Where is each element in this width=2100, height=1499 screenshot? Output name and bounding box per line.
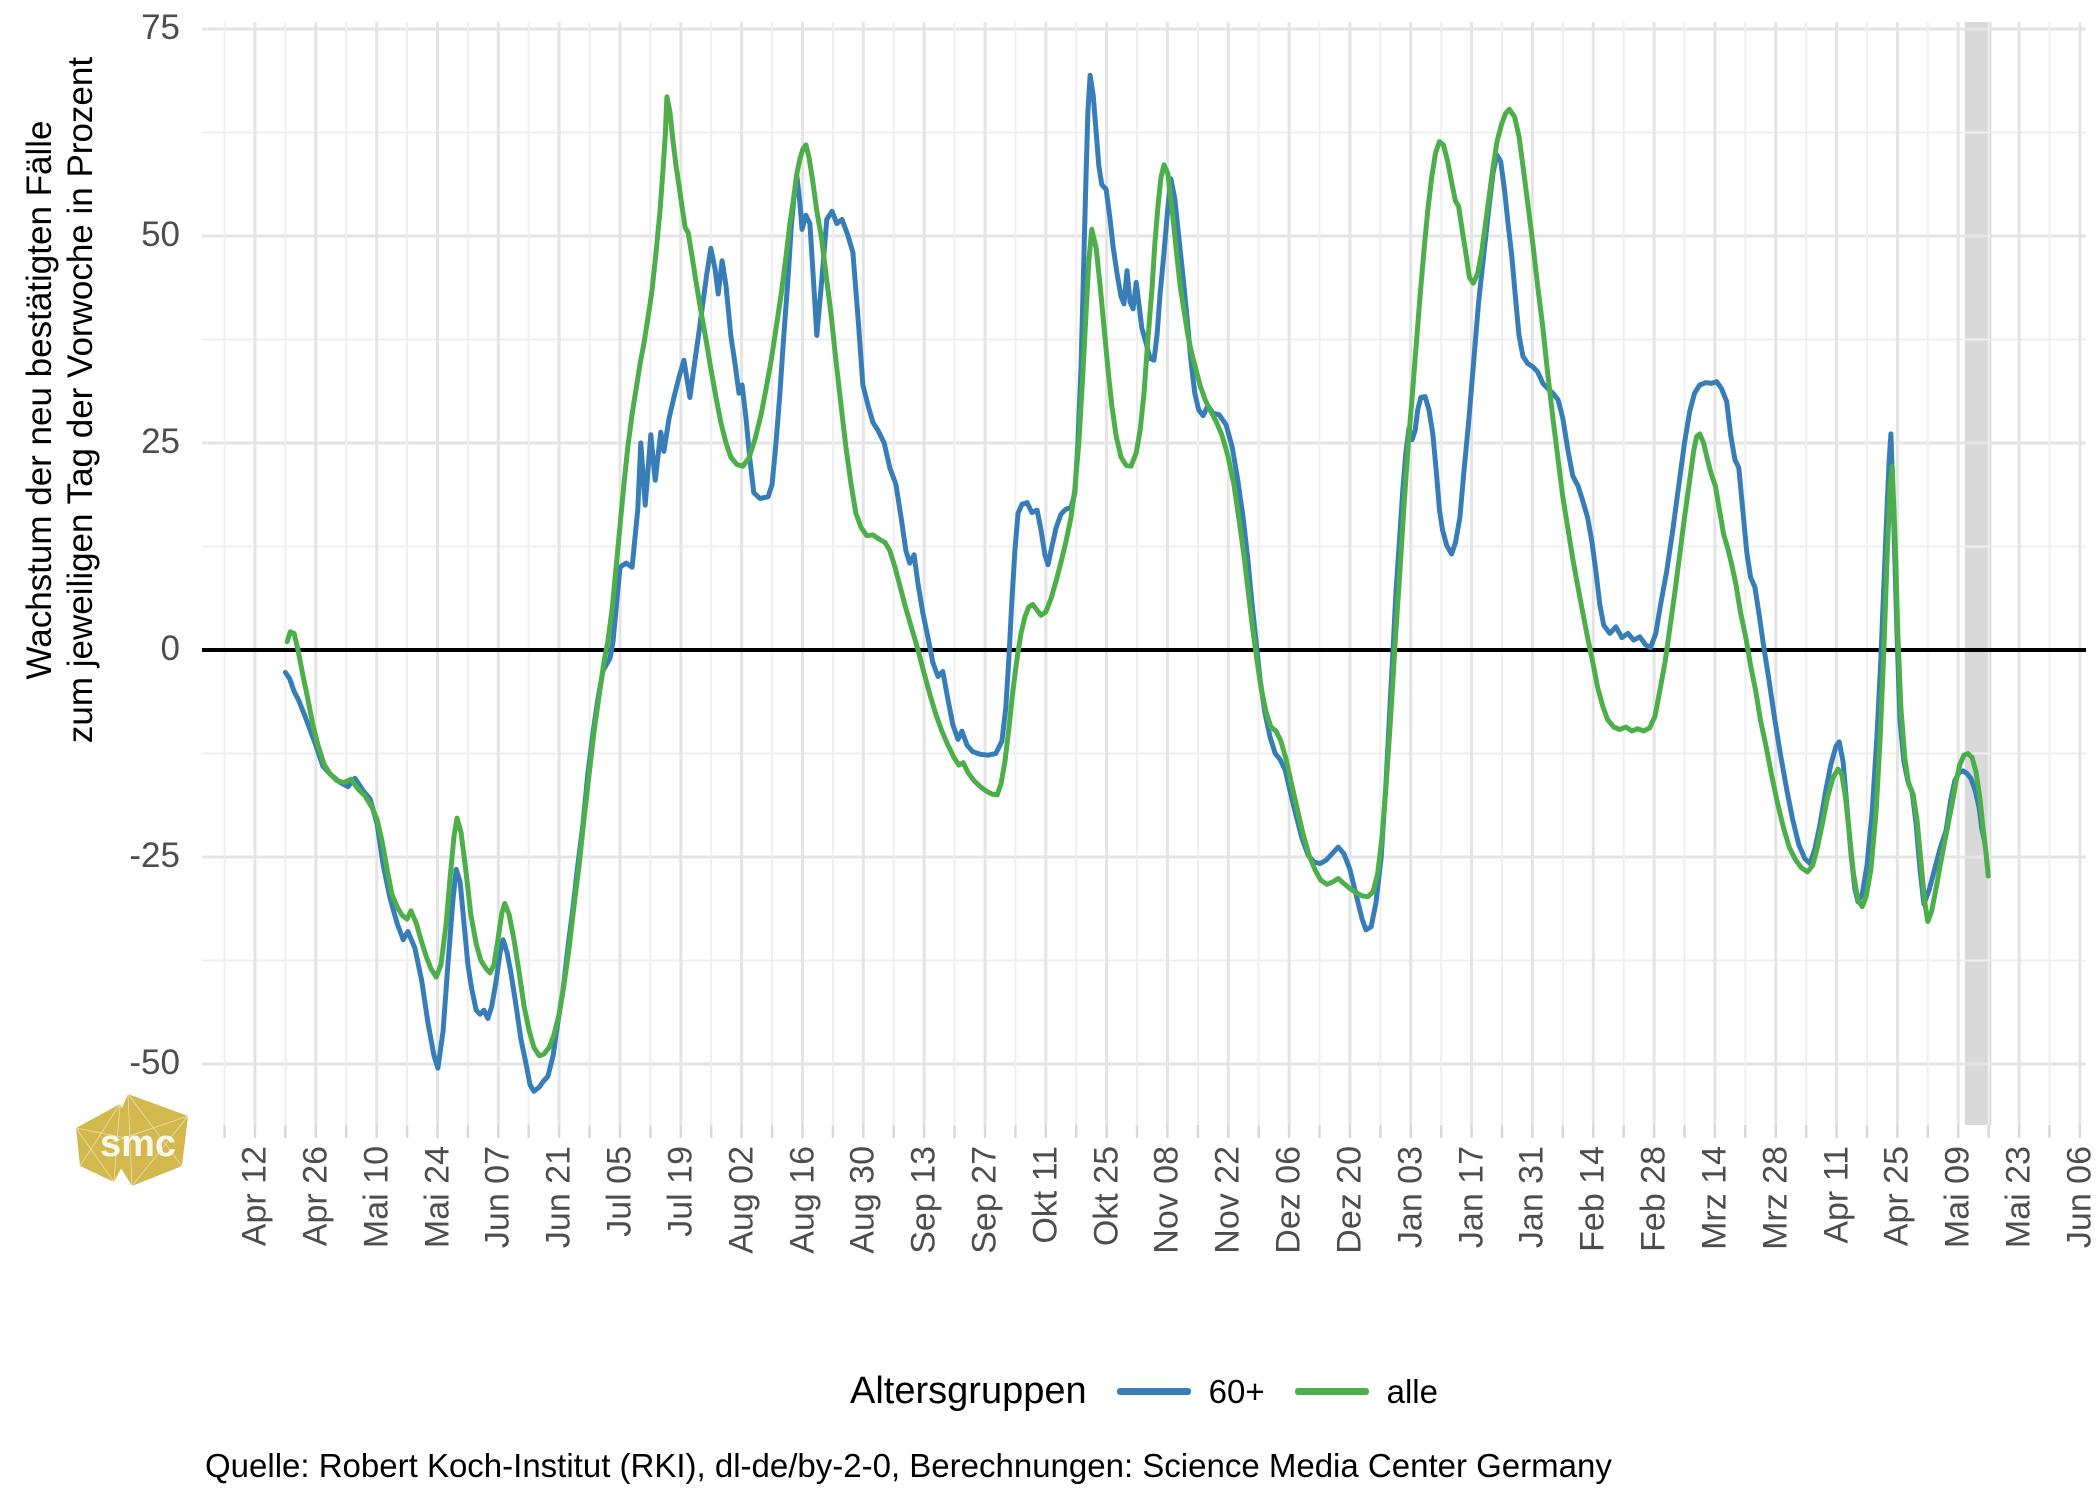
y-tick-label: -50 [129,1043,180,1083]
x-tick-label: Dez 20 [1330,1146,1369,1254]
legend: Altersgruppen 60+ alle [202,1370,2086,1413]
y-tick-label: 0 [160,629,180,669]
x-tick-label: Nov 08 [1147,1146,1186,1254]
x-tick-label: Aug 30 [843,1146,882,1254]
x-tick-label: Feb 14 [1573,1146,1612,1252]
x-tick-label: Mrz 28 [1756,1146,1795,1250]
source-text: Quelle: Robert Koch-Institut (RKI), dl-d… [205,1447,1612,1484]
x-tick-label: Jan 03 [1391,1146,1430,1249]
x-tick-label: Nov 22 [1208,1146,1247,1254]
x-tick-label: Mai 09 [1938,1146,1977,1249]
smc-logo-text: smc [100,1123,176,1165]
series-line-alle [284,94,1991,1059]
x-tick-label: Jun 07 [478,1146,517,1249]
legend-key-60plus-line [1116,1388,1191,1395]
legend-item-alle: alle [1294,1372,1438,1411]
x-tick-label: Jun 06 [2060,1146,2099,1249]
legend-label-alle: alle [1386,1372,1438,1410]
x-tick-label: Mai 23 [1999,1146,2038,1249]
smc-logo: smc [75,1093,189,1187]
x-tick-label: Apr 25 [1877,1146,1916,1247]
x-tick-label: Jan 31 [1512,1146,1551,1249]
x-tick-label: Jul 05 [600,1146,639,1237]
y-axis-title-line1: Wachstum der neu bestätigten Fälle [20,120,59,680]
x-tick-label: Sep 27 [965,1146,1004,1254]
y-tick-label: 75 [141,8,180,48]
highlight-band [1964,22,1992,1125]
x-tick-label: Mrz 14 [1695,1146,1734,1250]
y-tick-label: -25 [129,836,180,876]
y-tick-label: 25 [141,422,180,462]
x-tick-label: Mai 10 [357,1146,396,1249]
x-tick-label: Feb 28 [1634,1146,1673,1252]
x-tick-label: Sep 13 [904,1146,943,1254]
x-tick-label: Apr 12 [235,1146,274,1247]
legend-label-60plus: 60+ [1208,1372,1265,1410]
smc-logo-facets [75,1093,189,1187]
x-tick-label: Apr 11 [1817,1146,1856,1244]
x-tick-label: Jun 21 [539,1146,578,1249]
x-tick-label: Dez 06 [1269,1146,1308,1254]
legend-title: Altersgruppen [850,1370,1087,1412]
x-tick-label: Aug 02 [722,1146,761,1254]
x-tick-label: Apr 26 [296,1146,335,1247]
legend-key-alle-line [1294,1388,1369,1395]
x-tick-label: Okt 25 [1087,1146,1126,1247]
legend-item-60plus: 60+ [1116,1372,1265,1411]
smc-logo-right-shape [106,1094,188,1186]
y-tick-label: 50 [141,215,180,255]
x-tick-label: Okt 11 [1026,1146,1065,1244]
x-tick-label: Mai 24 [418,1146,456,1249]
x-tick-label: Aug 16 [783,1146,821,1254]
x-tick-label: Jan 17 [1452,1146,1491,1249]
x-tick-label: Jul 19 [661,1146,700,1237]
series-line-60plus [282,72,1988,1094]
